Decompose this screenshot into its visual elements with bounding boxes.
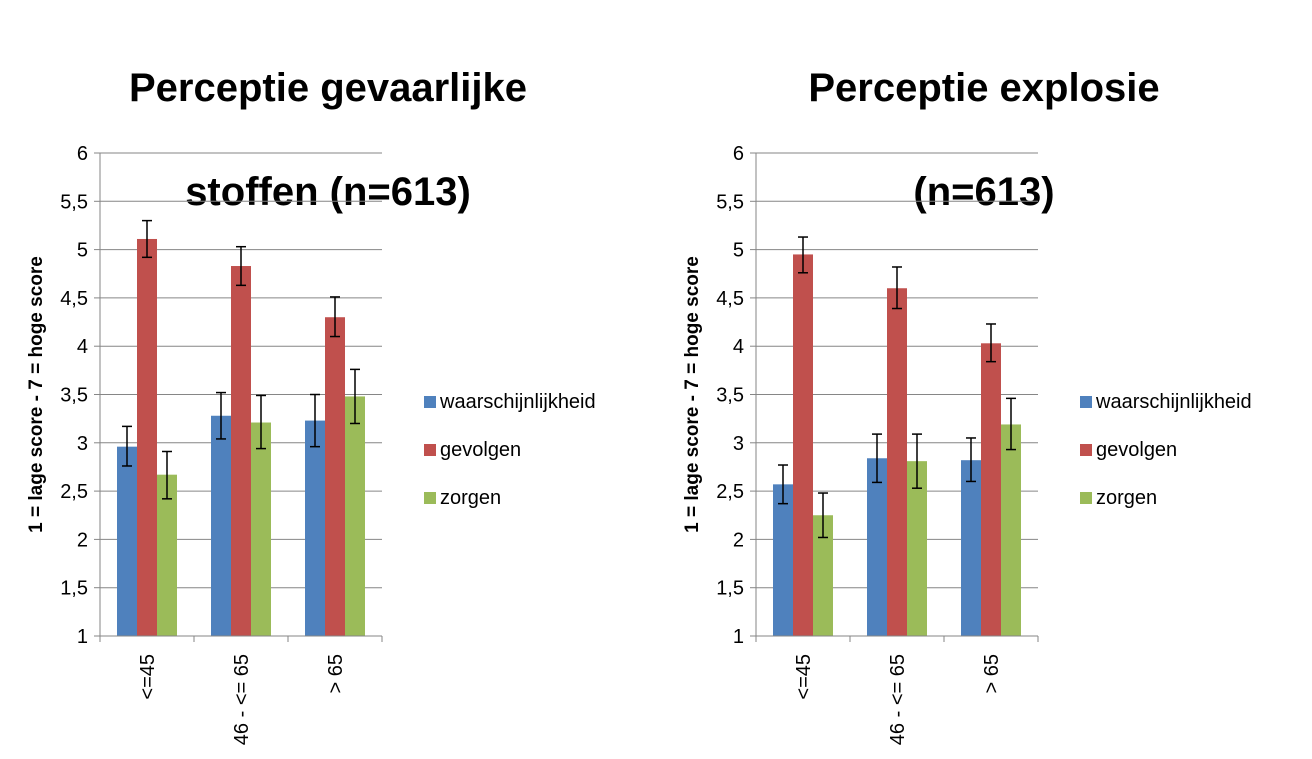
chart-title-line-2: (n=613)	[913, 170, 1055, 214]
bar-zorgen	[907, 461, 927, 636]
chart-title-line-1: Perceptie explosie	[808, 66, 1160, 110]
y-tick-label: 4,5	[716, 288, 744, 310]
bar-gevolgen	[231, 266, 251, 636]
y-tick-label: 2,5	[60, 481, 88, 503]
bar-waarschijnlijkheid	[117, 446, 137, 636]
chart-title-line-2: stoffen (n=613)	[185, 170, 471, 214]
y-tick-label: 2,5	[716, 481, 744, 503]
legend-swatch-gevolgen	[424, 444, 436, 456]
y-tick-label: 1	[733, 626, 744, 648]
legend-label-zorgen: zorgen	[1096, 487, 1157, 509]
y-tick-label: 5,5	[60, 191, 88, 213]
bar-gevolgen	[887, 288, 907, 636]
y-tick-label: 4	[77, 336, 88, 358]
y-tick-label: 4,5	[60, 288, 88, 310]
bar-gevolgen	[793, 254, 813, 636]
y-tick-label: 2	[733, 529, 744, 551]
legend-swatch-waarschijnlijkheid	[1080, 396, 1092, 408]
bar-waarschijnlijkheid	[867, 458, 887, 636]
legend-label-zorgen: zorgen	[440, 487, 501, 509]
y-tick-label: 1,5	[716, 578, 744, 600]
legend-swatch-zorgen	[1080, 492, 1092, 504]
legend-swatch-zorgen	[424, 492, 436, 504]
y-tick-label: 3	[77, 433, 88, 455]
x-tick-label: <=45	[137, 654, 159, 700]
y-tick-label: 6	[77, 143, 88, 165]
chart-title: Perceptie gevaarlijke stoffen (n=613)	[0, 10, 656, 218]
legend-label-gevolgen: gevolgen	[440, 439, 521, 461]
chart-title: Perceptie explosie (n=613)	[656, 10, 1312, 218]
y-tick-label: 4	[733, 336, 744, 358]
bar-zorgen	[345, 396, 365, 636]
bar-chart: 1 1,5 2 2,5 3 3,5 4 4,5 5 5,5 6 1 = lage score - 7 …	[26, 143, 596, 745]
bar-gevolgen	[981, 343, 1001, 636]
bar-zorgen	[813, 515, 833, 636]
bar-zorgen	[1001, 424, 1021, 636]
bar-waarschijnlijkheid	[773, 484, 793, 636]
x-tick-label: <=45	[793, 654, 815, 700]
bar-waarschijnlijkheid	[211, 415, 231, 636]
legend-label-gevolgen: gevolgen	[1096, 439, 1177, 461]
y-tick-label: 3	[733, 433, 744, 455]
x-tick-label: 46 - <= 65	[231, 654, 253, 745]
y-tick-label: 1	[77, 626, 88, 648]
bar-gevolgen	[325, 317, 345, 636]
y-tick-label: 3,5	[60, 385, 88, 407]
y-tick-label: 3,5	[716, 385, 744, 407]
bar-waarschijnlijkheid	[961, 460, 981, 636]
y-axis-title: 1 = lage score - 7 = hoge score	[26, 256, 47, 533]
y-tick-label: 5,5	[716, 191, 744, 213]
legend-swatch-waarschijnlijkheid	[424, 396, 436, 408]
y-tick-label: 2	[77, 529, 88, 551]
x-tick-label: > 65	[325, 654, 347, 693]
x-tick-label: 46 - <= 65	[887, 654, 909, 745]
y-tick-label: 1,5	[60, 578, 88, 600]
bar-zorgen	[157, 474, 177, 636]
bar-gevolgen	[137, 238, 157, 636]
y-axis-title: 1 = lage score - 7 = hoge score	[682, 256, 703, 533]
bar-waarschijnlijkheid	[305, 420, 325, 636]
chart-panel-explosie: Perceptie explosie (n=613) 1 1,5 2 2,5 3 3,5 4…	[656, 0, 1312, 759]
legend-label-waarschijnlijkheid: waarschijnlijkheid	[439, 391, 596, 413]
legend-swatch-gevolgen	[1080, 444, 1092, 456]
chart-title-line-1: Perceptie gevaarlijke	[128, 66, 528, 110]
bar-chart: 1 1,5 2 2,5 3 3,5 4 4,5 5 5,5 6 1 = lage score - 7 …	[682, 143, 1252, 745]
bar-zorgen	[251, 422, 271, 636]
y-tick-label: 5	[733, 240, 744, 262]
y-tick-label: 5	[77, 240, 88, 262]
x-tick-label: > 65	[981, 654, 1003, 693]
y-tick-label: 6	[733, 143, 744, 165]
legend-label-waarschijnlijkheid: waarschijnlijkheid	[1095, 391, 1252, 413]
